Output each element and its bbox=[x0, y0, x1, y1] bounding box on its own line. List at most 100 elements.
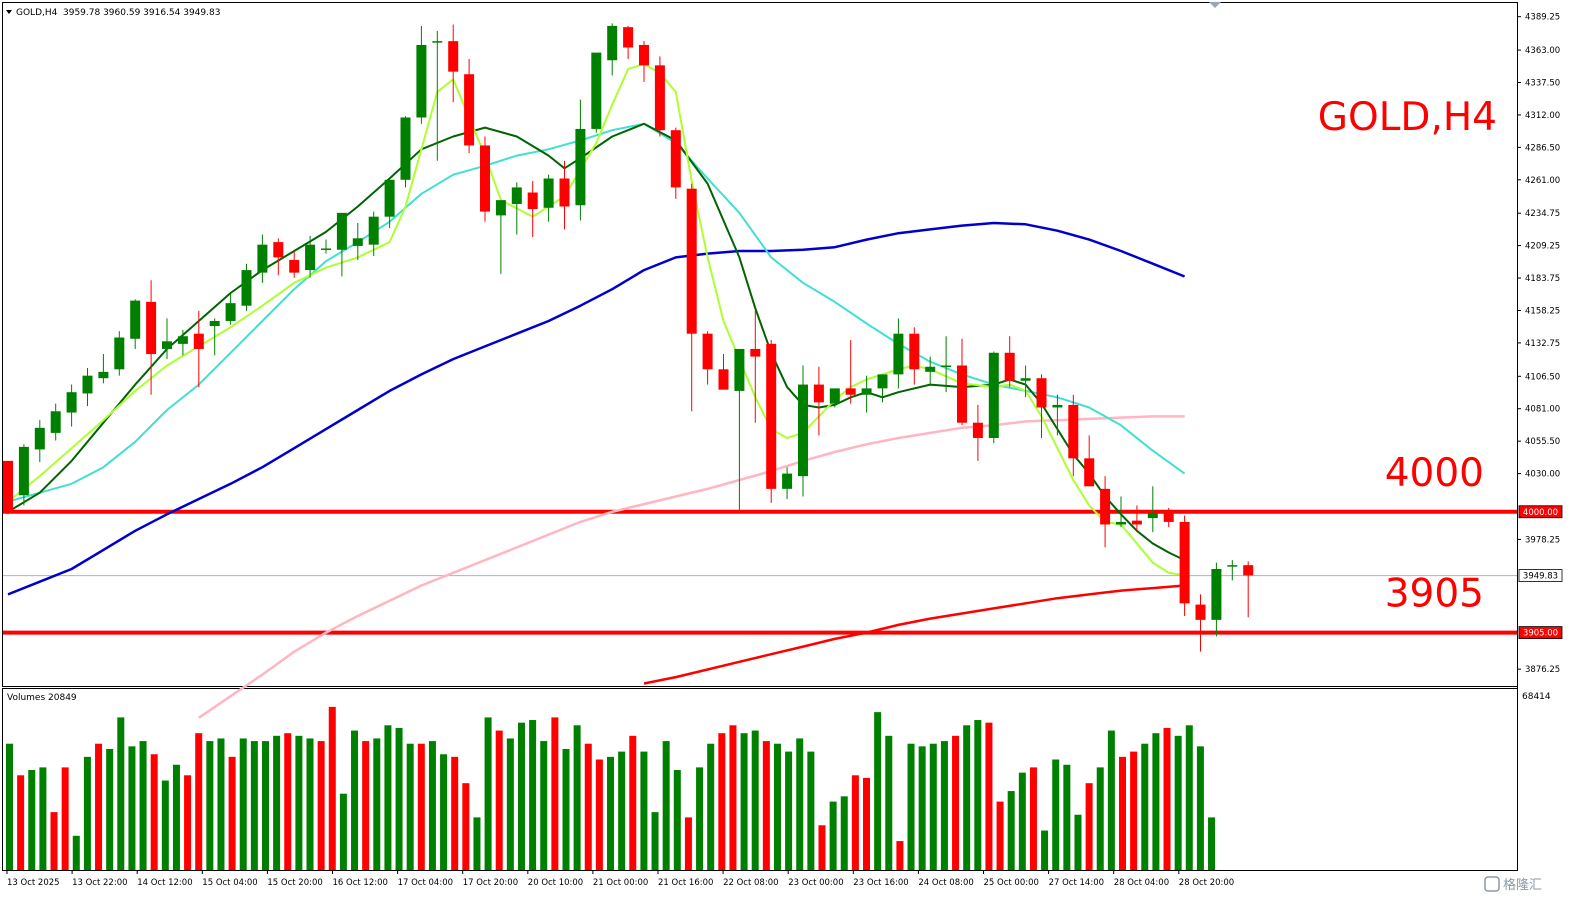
x-tick-label: 21 Oct 00:00 bbox=[593, 878, 648, 888]
price-tag-box bbox=[1518, 505, 1563, 519]
candle-body bbox=[543, 178, 554, 208]
y-tick-label: 4158.25 bbox=[1525, 306, 1560, 316]
x-tick-label: 14 Oct 12:00 bbox=[137, 878, 192, 888]
volume-bar bbox=[751, 730, 759, 870]
volume-bar bbox=[139, 741, 147, 870]
volume-bar bbox=[1119, 756, 1126, 870]
volume-bar bbox=[128, 746, 136, 870]
level-label-4000: 4000 bbox=[1385, 451, 1484, 496]
candle-body bbox=[432, 41, 443, 43]
candle-body bbox=[130, 300, 141, 339]
candle-body bbox=[559, 178, 570, 207]
candle-body bbox=[861, 388, 872, 395]
volume-bar bbox=[1130, 751, 1138, 870]
x-tick-label: 22 Oct 08:00 bbox=[723, 878, 778, 888]
candle-body bbox=[495, 200, 506, 216]
candle-body bbox=[3, 460, 13, 512]
volume-bar bbox=[974, 720, 982, 870]
volume-bar bbox=[517, 722, 525, 870]
price-tag-label: 3905.00 bbox=[1523, 629, 1558, 639]
candle-body bbox=[177, 336, 188, 344]
volume-bar bbox=[629, 735, 637, 870]
candle-body bbox=[1004, 352, 1015, 381]
volume-bar bbox=[707, 743, 715, 870]
volume-bar bbox=[829, 801, 837, 870]
candle-body bbox=[34, 427, 45, 450]
volume-bar bbox=[417, 743, 425, 870]
candle-body bbox=[1052, 404, 1063, 408]
volume-bar bbox=[607, 756, 615, 870]
candle-body bbox=[289, 259, 300, 273]
volume-bar bbox=[584, 743, 592, 870]
y-tick-label: 4261.00 bbox=[1525, 176, 1560, 186]
volume-bar bbox=[1029, 767, 1037, 870]
moving-averages bbox=[7, 63, 1186, 719]
volume-bar bbox=[618, 751, 626, 870]
volume-bar bbox=[940, 741, 948, 870]
volume-bar bbox=[684, 817, 692, 870]
dropdown-arrow-icon[interactable] bbox=[6, 10, 12, 14]
volume-bar bbox=[595, 759, 603, 870]
candle-body bbox=[607, 25, 618, 61]
candle-body bbox=[718, 369, 729, 390]
volume-bar bbox=[918, 746, 926, 870]
y-tick-label: 4209.25 bbox=[1525, 242, 1560, 252]
volume-bar bbox=[6, 743, 13, 870]
volume-bar bbox=[996, 801, 1004, 870]
candle-body bbox=[225, 303, 236, 321]
candle-body bbox=[925, 366, 936, 372]
candle-body bbox=[1036, 378, 1047, 408]
volume-bar bbox=[1063, 764, 1071, 870]
volume-bar bbox=[1007, 791, 1015, 870]
volume-bar bbox=[762, 741, 770, 870]
candle-body bbox=[336, 212, 347, 250]
candle-body bbox=[813, 384, 824, 403]
volume-bar bbox=[406, 743, 414, 870]
x-tick-label: 28 Oct 20:00 bbox=[1179, 878, 1234, 888]
candle-body bbox=[352, 238, 363, 246]
ma-cyan-line bbox=[7, 122, 1186, 503]
ma-pink-line bbox=[198, 415, 1185, 719]
scroll-marker-icon[interactable] bbox=[1209, 2, 1221, 8]
watermark-text: 格隆汇 bbox=[1503, 877, 1542, 893]
volume-bar bbox=[261, 741, 269, 870]
candle-body bbox=[1116, 521, 1126, 525]
candle-body bbox=[877, 374, 888, 389]
volume-bar bbox=[896, 841, 904, 870]
volume-bar bbox=[562, 748, 570, 870]
volume-bar bbox=[184, 775, 192, 870]
candle-body bbox=[591, 52, 602, 129]
candle-body bbox=[511, 187, 522, 204]
candle-body bbox=[368, 216, 379, 245]
volume-bar bbox=[28, 770, 36, 870]
candle-body bbox=[1068, 404, 1079, 459]
candle-body bbox=[957, 365, 967, 423]
level-label-3905: 3905 bbox=[1385, 572, 1484, 617]
volume-bar bbox=[250, 741, 258, 870]
volume-bar bbox=[551, 717, 559, 870]
volume-bar bbox=[39, 767, 47, 870]
volume-bar bbox=[117, 717, 125, 870]
candle-body bbox=[972, 422, 983, 438]
x-tick-label: 17 Oct 20:00 bbox=[463, 878, 518, 888]
volume-bar bbox=[273, 735, 281, 870]
volume-bar bbox=[106, 748, 114, 870]
big-symbol-label: GOLD,H4 bbox=[1318, 95, 1497, 140]
price-tags: 4000.00 3905.00 3949.83 bbox=[1518, 505, 1563, 639]
volume-bar bbox=[1074, 814, 1082, 870]
x-tick-label: 28 Oct 04:00 bbox=[1114, 878, 1169, 888]
candle-body bbox=[82, 375, 93, 394]
candle-body bbox=[750, 348, 761, 357]
y-tick-label: 4183.75 bbox=[1525, 274, 1560, 284]
volume-bar bbox=[985, 722, 993, 870]
candle-body bbox=[384, 179, 395, 217]
candle-body bbox=[480, 145, 490, 212]
volume-bar bbox=[807, 751, 815, 870]
volume-bar bbox=[673, 770, 681, 870]
candle-body bbox=[1211, 568, 1222, 620]
candle-body bbox=[845, 388, 856, 395]
candle-body bbox=[1147, 513, 1158, 519]
y-tick-label: 4363.00 bbox=[1525, 46, 1560, 56]
volume-bar bbox=[1085, 783, 1093, 870]
candle-body bbox=[114, 337, 125, 370]
